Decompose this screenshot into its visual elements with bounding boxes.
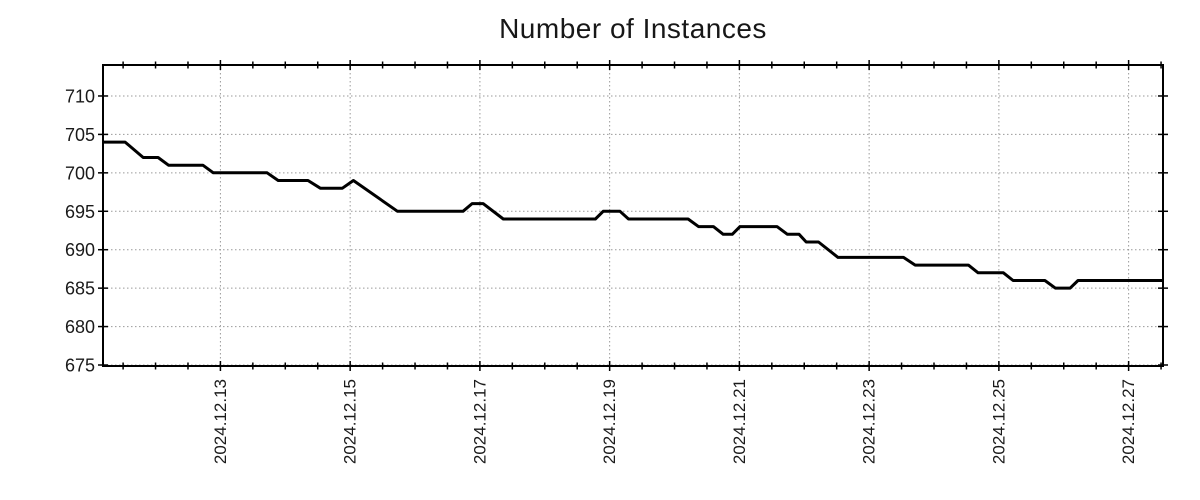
x-tick-label: 2024.12.21 [730, 379, 749, 464]
y-tick-label: 695 [65, 202, 95, 222]
chart-title: Number of Instances [499, 13, 767, 44]
axis-ticks [98, 60, 1168, 371]
x-tick-label: 2024.12.23 [860, 379, 879, 464]
series-line-instances [103, 140, 1163, 290]
plot-grid [103, 65, 1163, 366]
x-tick-label: 2024.12.27 [1119, 379, 1138, 464]
x-tick-label: 2024.12.13 [211, 379, 230, 464]
x-axis-labels: 2024.12.13 2024.12.15 2024.12.17 2024.12.19… [211, 379, 1138, 464]
y-tick-label: 710 [65, 86, 95, 106]
x-tick-label: 2024.12.17 [470, 379, 489, 464]
y-tick-label: 690 [65, 240, 95, 260]
y-tick-label: 675 [65, 356, 95, 376]
x-tick-label: 2024.12.25 [989, 379, 1008, 464]
y-tick-label: 685 [65, 279, 95, 299]
y-tick-label: 700 [65, 163, 95, 183]
y-tick-label: 705 [65, 125, 95, 145]
x-tick-label: 2024.12.19 [600, 379, 619, 464]
plot-border [102, 64, 1164, 367]
y-axis-labels: 675 680 685 690 695 700 705 710 [65, 86, 95, 375]
y-tick-label: 680 [65, 317, 95, 337]
x-tick-label: 2024.12.15 [341, 379, 360, 464]
